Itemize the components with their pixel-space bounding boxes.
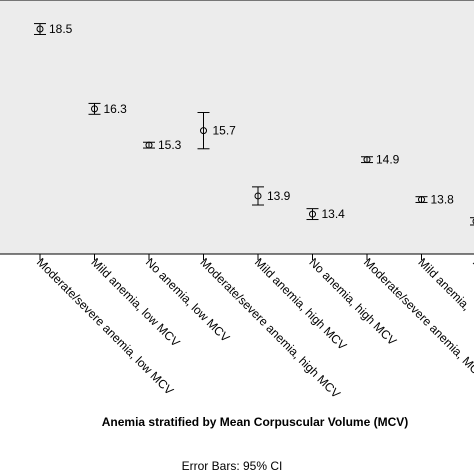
mean-marker (36, 25, 44, 33)
x-tick-label: Mild anemia, high MCV (252, 255, 350, 353)
value-label: 13.8 (431, 193, 455, 207)
value-label: 13.9 (267, 189, 291, 203)
value-label: 15.7 (213, 124, 237, 138)
value-label: 18.5 (49, 22, 73, 36)
data-point-1: 18.5 (34, 22, 73, 36)
value-label: 13.4 (322, 207, 346, 221)
x-tick-label: Mild anemia, (415, 255, 473, 313)
data-point-2: 16.3 (88, 102, 128, 116)
data-point-6: 13.4 (306, 207, 346, 221)
value-label: 16.3 (104, 102, 128, 116)
value-label: 14.9 (376, 153, 400, 167)
mean-marker (309, 210, 316, 218)
data-point-4: 15.7 (197, 111, 237, 150)
value-label: 15.3 (158, 138, 182, 152)
data-point-5: 13.9 (252, 186, 291, 206)
mean-marker (200, 127, 207, 135)
mean-marker (472, 218, 474, 225)
data-point-3: 15.3 (143, 138, 182, 152)
data-point-7: 14.9 (361, 153, 400, 167)
data-point-8: 13.8 (415, 193, 455, 207)
mean-marker (254, 192, 262, 200)
mean-marker (91, 105, 98, 113)
x-tick-label: N (470, 255, 474, 271)
x-axis-title: Anemia stratified by Mean Corpuscular Vo… (102, 415, 409, 429)
plot-area (0, 0, 474, 255)
error-bars-footnote: Error Bars: 95% CI (182, 459, 283, 473)
chart-marks: 18.5 16.3 15.3 15.7 13.9 13.4 14.9 13.8 (34, 22, 474, 226)
mean-marker (145, 141, 153, 149)
data-point-9 (470, 217, 474, 226)
x-tick-label: Mild anemia, low MCV (88, 255, 182, 349)
mean-marker (363, 156, 371, 164)
mean-marker (418, 196, 425, 204)
